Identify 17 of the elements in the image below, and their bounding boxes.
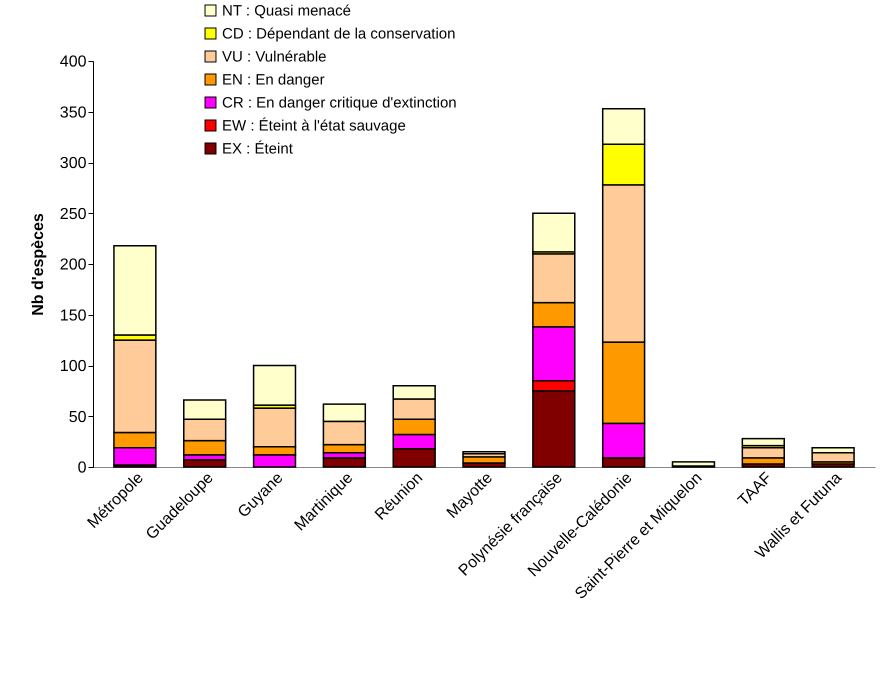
y-tick-label: 250 (60, 206, 87, 223)
legend-label: EN : En danger (222, 72, 325, 88)
legend-label: CD : Dépendant de la conservation (222, 26, 456, 42)
y-tick-label: 300 (60, 155, 87, 172)
legend-label: EX : Éteint (222, 140, 294, 158)
y-tick-label: 350 (60, 104, 87, 122)
y-tick-label: 150 (60, 307, 87, 324)
y-axis-title: Nb d'espèces (30, 213, 47, 316)
y-tick-label: 50 (68, 408, 87, 426)
y-tick-label: 400 (60, 54, 87, 70)
legend-label: CR : En danger critique d'extinction (222, 94, 457, 112)
legend-label: VU : Vulnérable (222, 48, 327, 66)
y-tick-label: 100 (60, 358, 87, 375)
y-tick-label: 0 (78, 460, 87, 476)
y-tick-label: 200 (60, 256, 87, 274)
legend-label: NT : Quasi menacé (222, 2, 351, 20)
legend-label: EW : Éteint à l'état sauvage (222, 116, 406, 134)
